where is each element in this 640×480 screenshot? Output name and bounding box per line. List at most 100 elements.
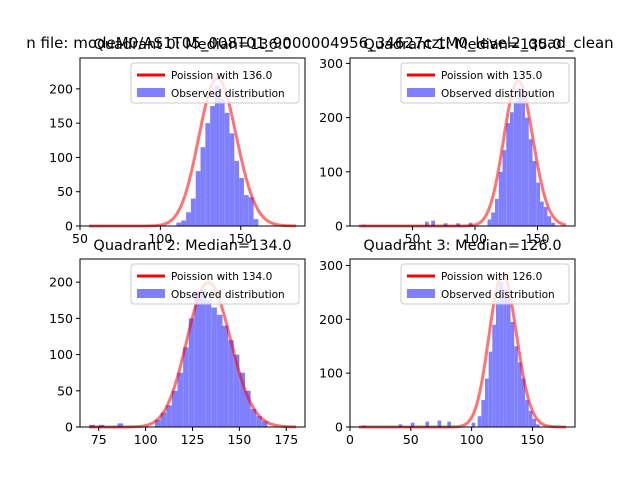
y-tick-label: 150 xyxy=(49,311,73,326)
histogram-bar xyxy=(160,412,167,427)
histogram-bar xyxy=(502,150,507,226)
histogram-bar xyxy=(224,112,230,226)
histogram-bar xyxy=(239,178,244,226)
y-tick-label: 100 xyxy=(49,347,73,362)
histogram-bar xyxy=(166,405,172,427)
histogram-bar xyxy=(245,390,251,427)
x-tick-label: 150 xyxy=(521,432,545,447)
x-tick-label: 50 xyxy=(403,432,419,447)
histogram-bar xyxy=(250,408,257,427)
histogram-bar xyxy=(491,212,495,226)
subplot-quadrant-3: Quadrant 3: Median=126.0 0 50 100 150 0 100 200… xyxy=(319,238,576,447)
axes-frame xyxy=(349,57,576,227)
histogram-bar xyxy=(517,362,522,427)
histogram-bar xyxy=(205,300,212,427)
histogram-bar xyxy=(547,216,552,226)
axes-frame xyxy=(79,57,306,227)
histogram-bar xyxy=(510,112,514,226)
y-tick-label: 0 xyxy=(65,420,73,435)
histogram-bar xyxy=(437,420,442,427)
x-tick-label: 75 xyxy=(91,432,107,447)
x-tick-label: 150 xyxy=(526,231,550,246)
y-tick-label: 0 xyxy=(335,420,343,435)
histogram-bar xyxy=(190,198,196,226)
legend-observed-label: Observed distribution xyxy=(171,88,285,100)
legend-observed-label: Observed distribution xyxy=(441,88,555,100)
y-tick-label: 50 xyxy=(57,184,73,199)
legend-observed-label: Observed distribution xyxy=(441,289,555,301)
histogram-bar xyxy=(495,300,500,427)
histogram-bar xyxy=(485,378,489,427)
histogram-bar xyxy=(211,307,217,427)
histogram-bar xyxy=(540,201,544,226)
y-tick-label: 300 xyxy=(319,56,343,71)
y-tick-label: 0 xyxy=(65,219,73,234)
histogram-bar xyxy=(219,99,225,226)
histogram-bar xyxy=(215,85,220,226)
histogram-bar xyxy=(513,101,518,226)
histogram-bar xyxy=(551,222,555,226)
legend-box xyxy=(400,62,570,104)
histogram-bar xyxy=(481,400,485,427)
histogram-bar xyxy=(256,416,262,427)
histogram-bar xyxy=(183,347,189,427)
histogram-bar xyxy=(492,324,496,427)
legend-box xyxy=(400,263,570,305)
histogram-bar xyxy=(528,410,533,427)
histogram-bar xyxy=(210,106,215,226)
x-tick-label: 50 xyxy=(405,231,421,246)
subplot-quadrant-0: Quadrant 0: Median=136.050 100 15005010015… xyxy=(49,37,306,246)
y-tick-label: 0 xyxy=(335,219,343,234)
histogram-bar xyxy=(477,416,482,427)
subplot-quadrant-2: Quadrant 2: Median=134.0 75 100 125 150 175 0 5… xyxy=(49,238,306,447)
legend-box xyxy=(130,263,300,305)
histogram-bar xyxy=(521,378,526,427)
histogram-bar xyxy=(499,281,504,427)
x-tick-label: 125 xyxy=(181,432,205,447)
histogram-bar xyxy=(425,221,429,226)
legend-poisson-label: Poission with 134.0 xyxy=(171,271,272,283)
histogram-bar xyxy=(487,219,492,226)
histogram-bar xyxy=(181,220,187,226)
subplot-title: Quadrant 1: Median=135.0 xyxy=(363,37,561,53)
histogram-bar xyxy=(536,182,540,226)
histogram-bar xyxy=(536,424,540,427)
y-tick-label: 100 xyxy=(49,150,73,165)
histogram-bar xyxy=(471,422,476,427)
y-tick-label: 300 xyxy=(319,258,343,273)
legend-observed-swatch xyxy=(407,289,435,298)
y-tick-label: 100 xyxy=(319,164,343,179)
histogram-bar xyxy=(510,322,515,427)
histogram-bar xyxy=(425,421,430,427)
histogram-bar xyxy=(410,422,415,427)
histogram-bar xyxy=(194,293,200,427)
histogram-bar xyxy=(177,372,184,427)
histogram-bar xyxy=(528,139,533,226)
histogram-bar xyxy=(495,198,499,226)
histogram-bar xyxy=(195,171,201,226)
histogram-bar xyxy=(532,160,537,226)
x-tick-label: 100 xyxy=(148,231,172,246)
subplot-title: Quadrant 0: Median=136.0 xyxy=(93,37,291,53)
histogram-bar xyxy=(498,171,503,226)
subplot-title: Quadrant 2: Median=134.0 xyxy=(93,238,291,254)
legend-poisson-label: Poission with 135.0 xyxy=(441,70,542,82)
histogram-bar xyxy=(171,390,178,427)
x-tick-label: 150 xyxy=(229,231,253,246)
histogram-bar xyxy=(155,419,161,427)
histogram-bar xyxy=(525,117,529,226)
histogram-bar xyxy=(233,354,240,427)
legend-box xyxy=(130,62,300,104)
histogram-bar xyxy=(248,197,254,226)
histogram-bar xyxy=(200,289,206,427)
histogram-bar xyxy=(239,372,245,427)
x-tick-label: 100 xyxy=(134,432,158,447)
histogram-bar xyxy=(506,123,510,226)
subplot-quadrant-1: Quadrant 1: Median=135.0 50 100 150 0 100 200 3… xyxy=(319,37,576,246)
histogram-bar xyxy=(532,418,537,427)
histogram-bar xyxy=(176,222,182,226)
histogram-bar xyxy=(447,421,451,427)
y-tick-label: 100 xyxy=(319,366,343,381)
subplot-title: Quadrant 3: Median=126.0 xyxy=(363,238,561,254)
histogram-bar xyxy=(229,133,235,226)
